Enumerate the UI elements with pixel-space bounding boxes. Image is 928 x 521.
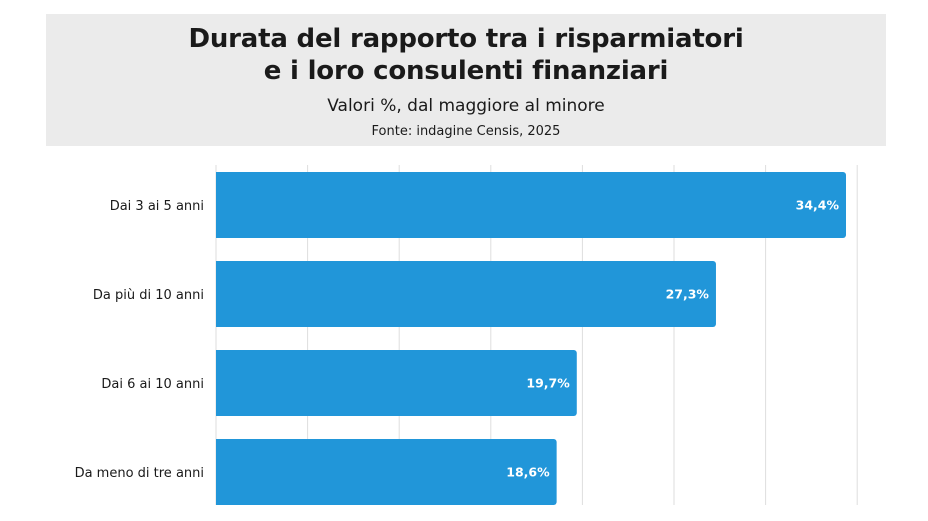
bar-left-edge — [216, 261, 222, 327]
value-label: 18,6% — [506, 465, 550, 480]
bar — [216, 261, 716, 327]
category-label: Dai 3 ai 5 anni — [110, 199, 204, 214]
bar-left-edge — [216, 172, 222, 238]
category-label: Dai 6 ai 10 anni — [101, 377, 204, 392]
category-label: Da più di 10 anni — [93, 288, 204, 303]
bar-left-edge — [216, 350, 222, 416]
bar — [216, 350, 577, 416]
value-label: 19,7% — [526, 376, 570, 391]
chart-header: Durata del rapporto tra i risparmiatori … — [46, 14, 886, 146]
labels-group: 34,4% Dai 3 ai 5 anni 27,3% Da più di 10 an… — [75, 198, 840, 482]
bar — [216, 439, 557, 505]
category-label: Da meno di tre anni — [75, 466, 204, 481]
chart-title: Durata del rapporto tra i risparmiatori … — [46, 23, 886, 87]
bars-group — [216, 172, 846, 505]
chart-subtitle: Valori %, dal maggiore al minore — [327, 96, 605, 116]
bar-left-edge — [216, 439, 222, 505]
bar — [216, 172, 846, 238]
value-label: 34,4% — [796, 198, 840, 213]
chart-source: Fonte: indagine Censis, 2025 — [371, 124, 561, 139]
value-label: 27,3% — [666, 287, 710, 302]
chart-title-line1: Durata del rapporto tra i risparmiatori — [188, 24, 744, 54]
chart-title-line2: e i loro consulenti finanziari — [263, 56, 669, 86]
